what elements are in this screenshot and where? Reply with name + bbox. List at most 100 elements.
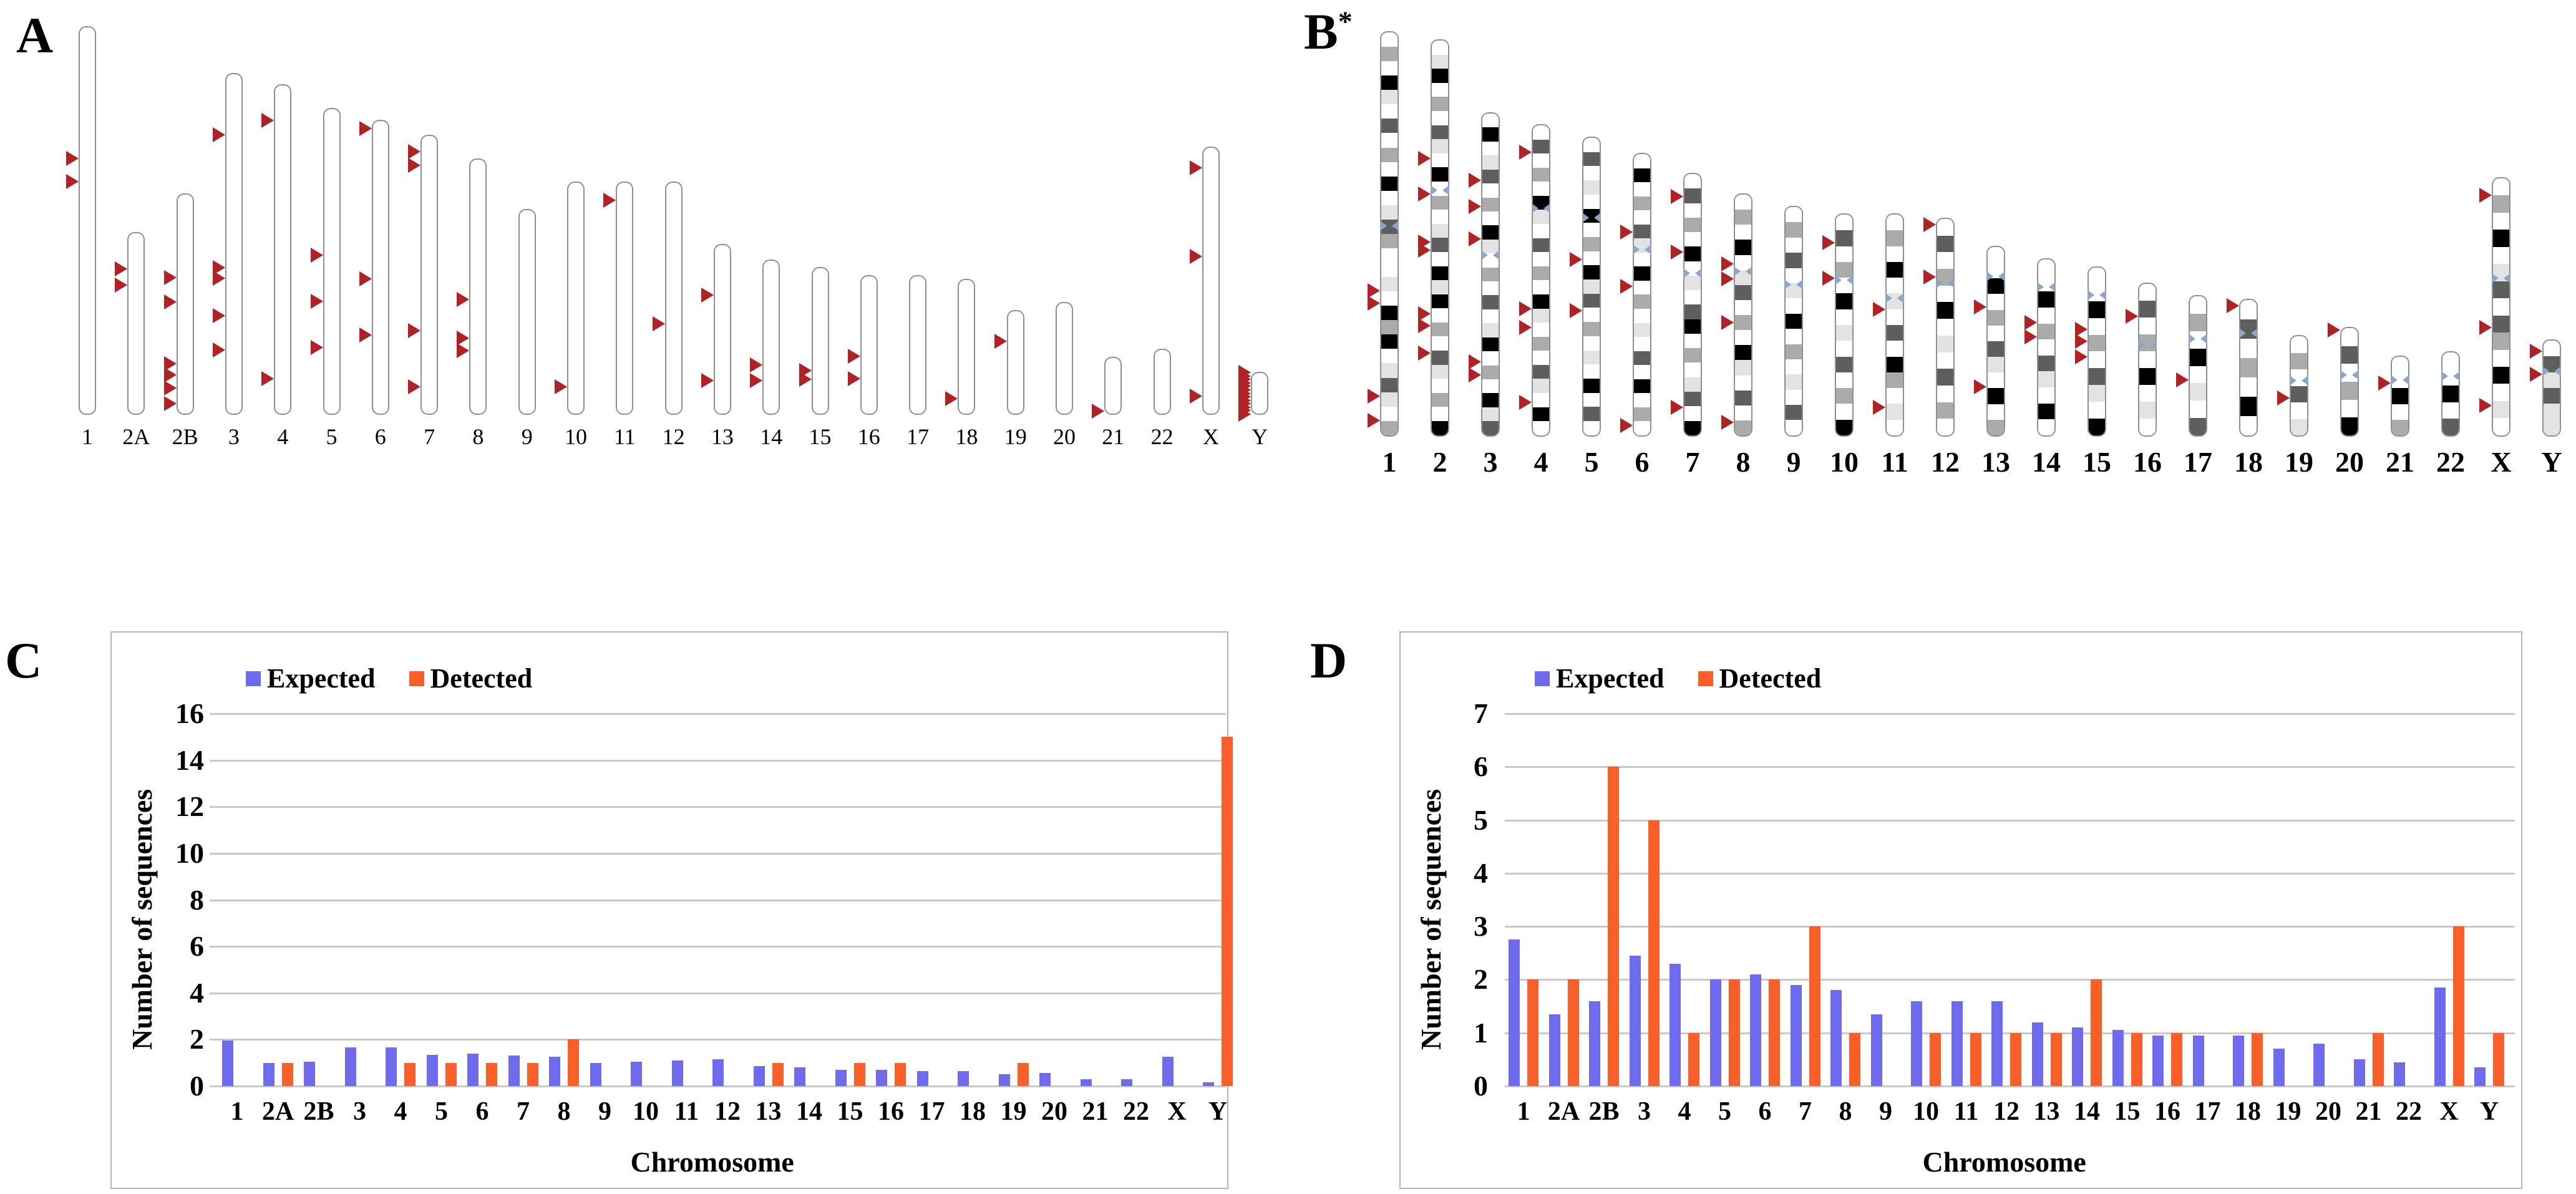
chromosome-5-ideogram <box>1582 137 1601 437</box>
g-band <box>1432 392 1448 407</box>
centromere-icon <box>1835 275 1854 286</box>
g-band <box>2493 384 2509 401</box>
g-band <box>2493 418 2509 435</box>
g-band <box>1836 372 1852 389</box>
g-band <box>2190 296 2206 314</box>
arrow-marker-icon <box>2176 372 2189 388</box>
g-band <box>1381 32 1397 47</box>
arrow-marker-icon <box>115 277 127 293</box>
bar-detected-15 <box>853 1062 865 1086</box>
gridline <box>1505 766 2515 769</box>
g-band <box>1381 406 1397 421</box>
arrow-marker-icon <box>408 323 420 339</box>
chromosome-label: 21 <box>1102 424 1125 449</box>
panel-c-letter: C <box>5 632 42 689</box>
bar-expected-10 <box>631 1061 642 1086</box>
arrow-marker-icon <box>2479 320 2492 336</box>
chromosome-19-ideogram <box>1007 310 1024 415</box>
g-band <box>1634 266 1650 281</box>
arrow-marker-icon <box>1418 151 1431 167</box>
legend-expected-swatch-icon <box>1535 671 1550 686</box>
centromere-triangle <box>1847 275 1854 286</box>
g-band <box>1634 168 1650 183</box>
g-band <box>1381 392 1397 407</box>
g-band <box>1887 372 1903 389</box>
g-band <box>1988 419 2004 435</box>
bar-expected-7 <box>1790 984 1802 1086</box>
bar-expected-14 <box>2072 1027 2083 1086</box>
centromere-triangle <box>1746 266 1752 276</box>
g-band <box>1381 363 1397 378</box>
centromere-triangle <box>1683 268 1690 278</box>
arrow-marker-icon <box>1671 244 1683 260</box>
g-band <box>2392 388 2408 404</box>
arrow-marker-icon <box>1469 231 1481 246</box>
arrow-marker-icon <box>1368 295 1380 311</box>
y-tick-label: 12 <box>175 790 204 823</box>
arrow-marker-icon <box>799 372 812 387</box>
bar-expected-5 <box>426 1054 438 1086</box>
bar-expected-9 <box>1870 1014 1882 1086</box>
chromosome-label: 6 <box>1635 446 1650 478</box>
g-band <box>1432 336 1448 351</box>
g-band <box>1482 127 1499 142</box>
chromosome-label: 2A <box>122 424 150 449</box>
g-band <box>1432 153 1448 168</box>
chromosome-13-ideogram <box>714 244 731 415</box>
centromere-triangle <box>1431 185 1437 196</box>
bar-expected-20 <box>1039 1073 1051 1086</box>
g-band <box>1432 210 1448 224</box>
panel-b-letter: B* <box>1304 3 1353 60</box>
g-band <box>1533 364 1549 379</box>
g-band <box>1432 407 1448 422</box>
chromosome-label: 5 <box>326 424 338 449</box>
g-band <box>1786 207 1802 223</box>
chromosome-label: 1 <box>82 424 93 449</box>
g-band <box>1381 334 1397 349</box>
gridline <box>1505 979 2515 981</box>
g-band <box>1937 369 1953 386</box>
g-band <box>1381 377 1397 392</box>
centromere-icon <box>1582 212 1601 223</box>
g-band <box>1482 141 1499 156</box>
chromosome-label: 2B <box>172 424 198 449</box>
x-tick-label: 11 <box>1953 1097 1979 1126</box>
arrow-marker-icon <box>1519 319 1532 335</box>
g-band <box>1482 281 1499 296</box>
g-band <box>2038 355 2054 372</box>
y-tick-label: 2 <box>190 1023 204 1056</box>
g-band <box>1432 379 1448 393</box>
chart-c: 0 2 4 6 8 10 12 14 16 1 2A 2B 3 4 5 6 7 8 9 10 11 12 13 14 15 16 1… <box>110 631 1233 1189</box>
chromosome-label: 11 <box>613 424 636 449</box>
bar-expected-2A <box>263 1062 275 1086</box>
x-tick-label: 2B <box>303 1097 334 1126</box>
bar-detected-4 <box>1688 1032 1699 1086</box>
bar-expected-5 <box>1709 979 1721 1086</box>
chromosome-12-ideogram <box>1936 218 1955 437</box>
bar-detected-15 <box>2131 1032 2142 1086</box>
x-tick-label: 15 <box>2114 1097 2141 1126</box>
g-band <box>1432 238 1448 252</box>
g-band <box>1836 388 1852 404</box>
bar-expected-2A <box>1548 1014 1560 1086</box>
g-band <box>1432 54 1448 69</box>
centromere-icon <box>2189 334 2207 344</box>
arrow-marker-icon <box>1923 269 1936 284</box>
g-band <box>2493 230 2509 247</box>
g-band <box>2190 348 2206 366</box>
arrow-marker-icon <box>2126 309 2138 324</box>
g-band <box>1887 230 1903 246</box>
g-band <box>2341 346 2358 364</box>
bar-expected-18 <box>958 1070 969 1086</box>
g-band <box>1432 421 1448 435</box>
panel-d-letter: D <box>1310 632 1348 689</box>
centromere-triangle <box>2138 341 2145 351</box>
g-band <box>1684 188 1701 203</box>
legend-expected-label: Expected <box>1556 663 1665 694</box>
g-band <box>1583 421 1600 435</box>
chromosome-label: 16 <box>857 424 880 449</box>
g-band <box>2038 419 2054 435</box>
chromosome-7-ideogram <box>1683 173 1702 437</box>
x-tick-label: 13 <box>2033 1097 2060 1126</box>
g-band <box>2190 383 2206 401</box>
